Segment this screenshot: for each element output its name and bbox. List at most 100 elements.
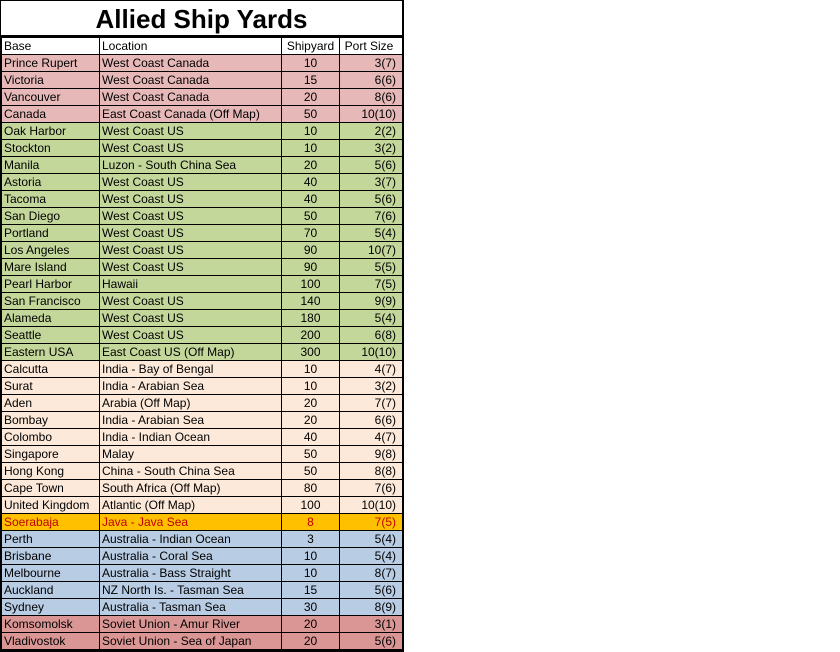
table-row: Soerabaja Java - Java Sea 8 7(5) [1,513,403,531]
cell-location: Hawaii [99,275,282,293]
cell-port-size: 5(4) [339,224,403,242]
cell-base: Sydney [1,598,100,616]
table-row: Cape Town South Africa (Off Map) 80 7(6) [1,479,403,497]
table-row: Victoria West Coast Canada 15 6(6) [1,71,403,89]
table-row: Melbourne Australia - Bass Straight 10 8(7) [1,564,403,582]
cell-port-size: 7(6) [339,479,403,497]
cell-location: Australia - Bass Straight [99,564,282,582]
cell-port-size: 5(5) [339,258,403,276]
cell-shipyard: 10 [281,564,340,582]
cell-location: West Coast US [99,173,282,191]
table-row: Surat India - Arabian Sea 10 3(2) [1,377,403,395]
cell-base: Hong Kong [1,462,100,480]
header-shipyard: Shipyard [281,37,340,55]
cell-base: Bombay [1,411,100,429]
cell-base: Prince Rupert [1,54,100,72]
cell-port-size: 10(10) [339,496,403,514]
cell-base: Victoria [1,71,100,89]
cell-port-size: 9(8) [339,445,403,463]
cell-port-size: 8(6) [339,88,403,106]
cell-base: Tacoma [1,190,100,208]
cell-base: Perth [1,530,100,548]
table-row: Eastern USA East Coast US (Off Map) 300 10(… [1,343,403,361]
cell-shipyard: 100 [281,275,340,293]
cell-shipyard: 50 [281,445,340,463]
cell-location: East Coast US (Off Map) [99,343,282,361]
cell-port-size: 9(9) [339,292,403,310]
table-row: Oak Harbor West Coast US 10 2(2) [1,122,403,140]
cell-shipyard: 90 [281,258,340,276]
cell-location: West Coast US [99,122,282,140]
table-row: Komsomolsk Soviet Union - Amur River 20 3(1… [1,615,403,633]
cell-location: Australia - Indian Ocean [99,530,282,548]
cell-base: Stockton [1,139,100,157]
cell-location: NZ North Is. - Tasman Sea [99,581,282,599]
cell-port-size: 8(8) [339,462,403,480]
cell-location: Australia - Tasman Sea [99,598,282,616]
cell-location: Soviet Union - Amur River [99,615,282,633]
cell-location: East Coast Canada (Off Map) [99,105,282,123]
cell-base: Surat [1,377,100,395]
table-row: Vancouver West Coast Canada 20 8(6) [1,88,403,106]
cell-base: Pearl Harbor [1,275,100,293]
table-row: Astoria West Coast US 40 3(7) [1,173,403,191]
cell-location: West Coast US [99,207,282,225]
cell-shipyard: 50 [281,207,340,225]
table-row: Portland West Coast US 70 5(4) [1,224,403,242]
cell-location: Australia - Coral Sea [99,547,282,565]
cell-location: West Coast Canada [99,71,282,89]
cell-shipyard: 20 [281,411,340,429]
cell-shipyard: 180 [281,309,340,327]
cell-base: Vancouver [1,88,100,106]
cell-base: San Francisco [1,292,100,310]
cell-shipyard: 300 [281,343,340,361]
cell-shipyard: 10 [281,122,340,140]
cell-location: India - Arabian Sea [99,377,282,395]
cell-base: Calcutta [1,360,100,378]
cell-location: Arabia (Off Map) [99,394,282,412]
cell-base: Singapore [1,445,100,463]
cell-base: Mare Island [1,258,100,276]
cell-port-size: 7(6) [339,207,403,225]
cell-location: West Coast US [99,309,282,327]
cell-port-size: 10(10) [339,343,403,361]
cell-port-size: 7(5) [339,513,403,531]
header-port-size: Port Size [339,37,403,55]
table-row: Pearl Harbor Hawaii 100 7(5) [1,275,403,293]
cell-location: Soviet Union - Sea of Japan [99,632,282,650]
table-row: Vladivostok Soviet Union - Sea of Japan 20… [1,632,403,650]
cell-location: China - South China Sea [99,462,282,480]
table-row: Prince Rupert West Coast Canada 10 3(7) [1,54,403,72]
cell-shipyard: 20 [281,394,340,412]
cell-shipyard: 8 [281,513,340,531]
table-row: United Kingdom Atlantic (Off Map) 100 10(10… [1,496,403,514]
table-row: Perth Australia - Indian Ocean 3 5(4) [1,530,403,548]
cell-shipyard: 80 [281,479,340,497]
cell-port-size: 2(2) [339,122,403,140]
table-row: Sydney Australia - Tasman Sea 30 8(9) [1,598,403,616]
cell-shipyard: 3 [281,530,340,548]
cell-port-size: 3(7) [339,173,403,191]
cell-base: Melbourne [1,564,100,582]
cell-base: Portland [1,224,100,242]
cell-shipyard: 10 [281,139,340,157]
cell-shipyard: 100 [281,496,340,514]
cell-port-size: 4(7) [339,360,403,378]
cell-location: Atlantic (Off Map) [99,496,282,514]
cell-base: Astoria [1,173,100,191]
table-row: San Diego West Coast US 50 7(6) [1,207,403,225]
cell-location: Luzon - South China Sea [99,156,282,174]
shipyard-spreadsheet: Allied Ship Yards Base Location Shipyard… [0,0,404,652]
cell-shipyard: 10 [281,547,340,565]
cell-location: Malay [99,445,282,463]
cell-shipyard: 20 [281,156,340,174]
cell-base: Oak Harbor [1,122,100,140]
cell-port-size: 5(6) [339,156,403,174]
cell-port-size: 6(6) [339,71,403,89]
cell-port-size: 6(6) [339,411,403,429]
sheet-title: Allied Ship Yards [1,1,402,37]
cell-port-size: 5(6) [339,190,403,208]
cell-port-size: 7(7) [339,394,403,412]
cell-location: West Coast Canada [99,54,282,72]
cell-shipyard: 30 [281,598,340,616]
